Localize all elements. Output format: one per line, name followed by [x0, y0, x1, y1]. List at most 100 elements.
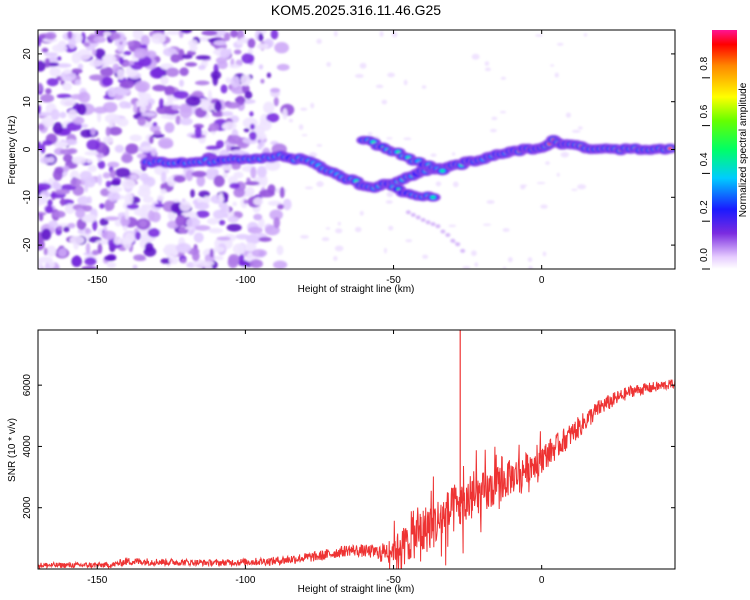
spectrogram-noise-cell — [147, 210, 155, 222]
spectrogram-noise-cell — [500, 76, 506, 80]
spectrogram-noise-cell — [141, 112, 157, 117]
spectrogram-noise-cell — [194, 80, 210, 86]
spectrogram-noise-cell — [556, 42, 564, 46]
spectrogram-noise-cell — [203, 195, 211, 204]
spectrogram-noise-cell — [195, 210, 210, 218]
spectrogram-noise-cell — [124, 208, 130, 220]
spectrogram-noise-cell — [101, 230, 116, 240]
spectrogram-noise-cell — [175, 243, 192, 254]
spectrogram-noise-cell — [103, 31, 112, 37]
spectrogram-noise-cell — [375, 84, 384, 89]
spectrogram-noise-cell — [121, 179, 136, 189]
spectrogram-noise-cell — [40, 94, 55, 103]
spectrogram-noise-cell — [67, 148, 78, 154]
spectrogram-noise-cell — [212, 73, 219, 86]
spectrogram-noise-cell — [123, 51, 132, 56]
spectrogram-noise-cell — [536, 181, 546, 185]
spectrogram-noise-cell — [222, 121, 237, 130]
spectrogram-noise-cell — [107, 161, 120, 168]
spectrogram-noise-cell — [38, 105, 42, 112]
spectrogram-noise-cell — [550, 64, 555, 67]
spectrogram-noise-cell — [240, 265, 248, 269]
spectrogram-noise-cell — [41, 116, 55, 128]
spectrogram-noise-cell — [63, 226, 70, 233]
spectrogram-noise-cell — [97, 174, 103, 186]
spectrogram-noise-cell — [249, 131, 257, 141]
spectrogram-noise-cell — [101, 76, 114, 87]
spectrogram-noise-cell — [181, 54, 193, 59]
spectrogram-noise-cell — [288, 118, 294, 123]
snr-panel: -150 -100 -50 0 2000 4000 6000 Height of stra… — [7, 329, 676, 595]
spectrogram-noise-cell — [52, 180, 60, 190]
spectrogram-noise-cell — [367, 132, 373, 136]
ridge-blob — [430, 196, 436, 199]
spectrogram-noise-cell — [273, 217, 281, 229]
spectrogram-noise-cell — [113, 236, 122, 245]
spectrogram-noise-cell — [83, 215, 93, 223]
spectrogram-noise-cell — [63, 69, 72, 75]
spectrogram-noise-cell — [148, 135, 154, 144]
spectrogram-noise-cell — [403, 137, 412, 141]
spectrogram-noise-cell — [58, 248, 67, 258]
spectrogram-noise-cell — [154, 203, 164, 208]
spectrogram-noise-cell — [556, 172, 560, 177]
spectrogram-noise-cell — [97, 243, 103, 255]
spectrogram-noise-cell — [112, 63, 120, 74]
spectrogram-noise-cell — [52, 43, 68, 53]
spectrogram-noise-cell — [144, 242, 154, 253]
spectrogram-noise-cell — [180, 30, 193, 34]
spectrogram-noise-cell — [214, 255, 224, 261]
spectrogram-noise-cell — [540, 204, 548, 209]
spectrogram-noise-cell — [535, 34, 543, 37]
spectrogram-noise-cell — [127, 40, 135, 47]
spectrogram-noise-cell — [225, 102, 241, 109]
spectrogram-noise-cell — [80, 123, 89, 128]
spectrogram-noise-cell — [571, 129, 581, 133]
spectrogram-noise-cell — [354, 226, 362, 233]
spectrogram-noise-cell — [55, 189, 70, 195]
spectrogram-noise-cell — [226, 144, 231, 152]
spectrogram-noise-cell — [129, 134, 142, 142]
spectrogram-noise-cell — [38, 123, 45, 131]
spectrogram-noise-cell — [104, 255, 117, 262]
spectrogram-noise-cell — [84, 257, 97, 266]
spectrogram-noise-cell — [44, 32, 57, 40]
spectrogram-noise-cell — [38, 152, 43, 159]
spectrogram-noise-cell — [263, 101, 275, 114]
spectrogram-noise-cell — [247, 38, 256, 49]
spectrogram-noise-cell — [270, 30, 279, 40]
spectrogram-noise-cell — [55, 63, 72, 68]
spectrogram-noise-cell — [265, 160, 281, 171]
snr-x-tick-label-2: -50 — [386, 575, 401, 586]
spectrogram-noise-cell — [206, 217, 219, 225]
spectrogram-noise-cell — [142, 195, 154, 203]
spectrogram-noise-cell — [140, 146, 154, 151]
spectrogram-noise-cell — [214, 100, 222, 112]
spectrogram-noise-cell — [298, 124, 304, 130]
spectrogram-noise-cell — [571, 188, 578, 191]
spectrogram-noise-cell — [462, 266, 471, 269]
spectrogram-noise-cell — [381, 99, 388, 105]
spectrogram-noise-cell — [232, 201, 237, 207]
spectrogram-noise-cell — [118, 56, 124, 65]
spectrogram-noise-cell — [54, 166, 64, 175]
spectrogram-noise-cell — [71, 156, 87, 165]
spectrogram-noise-cell — [233, 49, 242, 55]
spectrogram-noise-cell — [484, 67, 491, 72]
spectrogram-y-tick-label-1: -10 — [22, 190, 33, 205]
spectrogram-x-label: Height of straight line (km) — [298, 284, 415, 295]
spectrogram-x-tick-label-0: -150 — [87, 275, 107, 286]
spectrogram-noise-cell — [160, 75, 169, 85]
spectrogram-noise-cell — [230, 162, 241, 170]
spectrogram-noise-cell — [130, 174, 139, 181]
spectrogram-noise-cell — [38, 183, 52, 191]
spectrogram-noise-cell — [213, 175, 225, 188]
spectrogram-noise-cell — [471, 53, 480, 60]
spectrogram-noise-cell — [253, 213, 263, 221]
spectrogram-noise-cell — [334, 245, 344, 252]
spectrogram-noise-cell — [120, 80, 135, 89]
spectrogram-noise-cell — [103, 225, 108, 232]
spectrogram-noise-cell — [115, 167, 131, 178]
